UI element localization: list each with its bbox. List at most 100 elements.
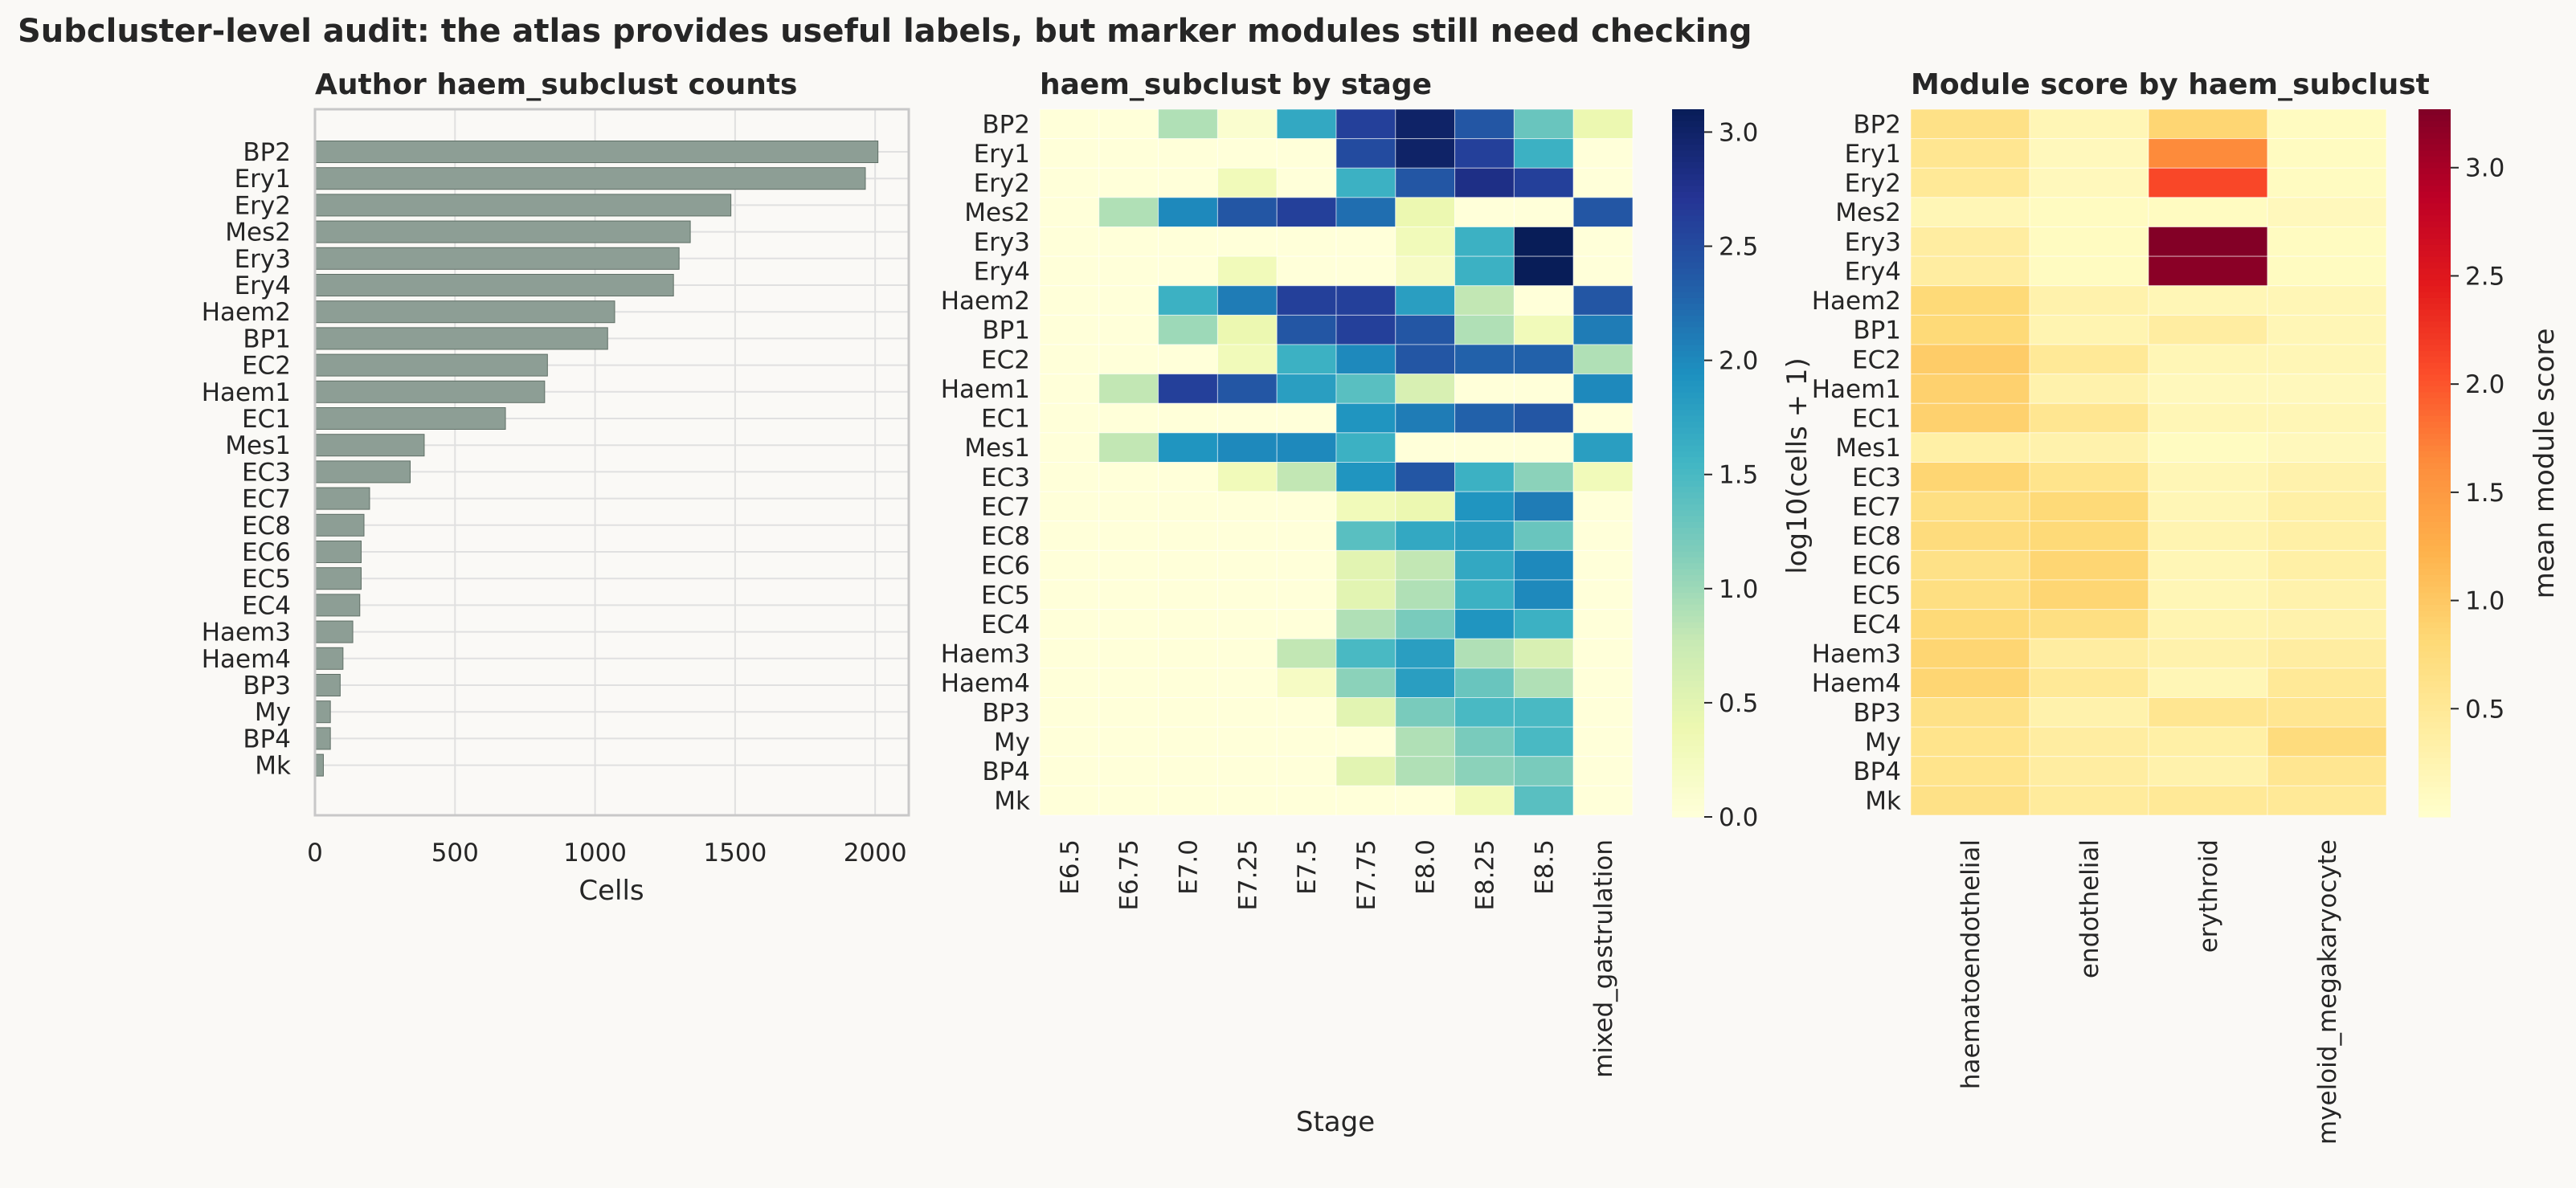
colorbar-segment (2419, 115, 2451, 122)
bar-y-tick-label: BP4 (243, 725, 291, 753)
heatmap-cell (1039, 108, 1100, 140)
heatmap-cell (1276, 579, 1337, 610)
heatmap-cell (1910, 108, 2030, 140)
colorbar-segment (1672, 716, 1704, 724)
heatmap-cell (1039, 521, 1100, 551)
heatmap-cell (1910, 344, 2030, 375)
heatmap-cell (1276, 285, 1337, 316)
heatmap-row-label: Mk (994, 787, 1030, 816)
heatmap-cell (1910, 521, 2030, 551)
heatmap-cell (1216, 756, 1278, 786)
bar (314, 460, 411, 484)
heatmap-cell (2029, 432, 2149, 463)
colorbar-tick-label: 1.5 (1719, 461, 1758, 490)
heatmap-cell (2148, 138, 2268, 169)
heatmap-cell (1335, 697, 1396, 728)
heatmap-cell (1910, 491, 2030, 522)
heatmap-cell (2029, 667, 2149, 698)
heatmap-cell (1039, 726, 1100, 757)
heatmap-column-label: E7.25 (1233, 839, 1262, 911)
stage-colorbar-label: log10(cells + 1) (1781, 357, 1813, 574)
heatmap-cell (1513, 521, 1574, 551)
heatmap-cell (1395, 402, 1456, 434)
heatmap-column-label: mixed_gastrulation (1589, 839, 1618, 1078)
colorbar-segment (1672, 622, 1704, 629)
heatmap-column-label: E7.0 (1175, 839, 1204, 895)
bar-x-tick-label: 1000 (563, 839, 627, 868)
heatmap-cell (1216, 549, 1278, 581)
heatmap-cell (1216, 374, 1278, 404)
heatmap-cell (2029, 462, 2149, 492)
heatmap-cell (1513, 285, 1574, 316)
colorbar-segment (2419, 280, 2451, 287)
heatmap-cell (1572, 314, 1634, 345)
colorbar-segment (2419, 156, 2451, 163)
colorbar-segment (1672, 604, 1704, 611)
heatmap-cell (1395, 579, 1456, 610)
colorbar-segment (2419, 569, 2451, 576)
heatmap-cell (1572, 726, 1634, 757)
heatmap-cell (1572, 402, 1634, 434)
heatmap-cell (1216, 667, 1278, 698)
bar-y-tick-label: BP1 (243, 325, 291, 353)
colorbar-segment (2419, 168, 2451, 175)
heatmap-cell (1039, 549, 1100, 581)
colorbar-segment (2419, 498, 2451, 505)
colorbar-segment (1672, 763, 1704, 770)
colorbar-segment (2419, 274, 2451, 281)
colorbar-segment (2419, 740, 2451, 747)
heatmap-cell (1335, 227, 1396, 257)
bar-x-tick-label: 0 (307, 839, 323, 868)
heatmap-column-label: erythroid (2194, 839, 2223, 953)
colorbar-segment (1672, 651, 1704, 659)
bar (314, 380, 546, 403)
colorbar-segment (1672, 138, 1704, 145)
bar (314, 220, 691, 243)
colorbar-segment (2419, 380, 2451, 387)
heatmap-cell (2267, 402, 2387, 434)
module-colorbar-ticks: 0.5 1.0 1.5 2.0 2.5 3.0 (2451, 154, 2504, 724)
heatmap-row-label: My (1865, 728, 1901, 757)
colorbar-segment (1672, 805, 1704, 812)
colorbar-segment (1672, 675, 1704, 682)
heatmap-cell (1454, 549, 1515, 581)
colorbar-segment (2419, 810, 2451, 818)
colorbar-segment (2419, 545, 2451, 553)
heatmap-cell (1910, 549, 2030, 581)
heatmap-cell (1395, 609, 1456, 639)
heatmap-cell (1572, 697, 1634, 728)
colorbar-segment (1672, 215, 1704, 222)
heatmap-cell (1039, 167, 1100, 198)
heatmap-cell (1039, 255, 1100, 287)
stage-colorbar (1672, 109, 1704, 818)
colorbar-segment (2419, 475, 2451, 482)
heatmap-cell (2029, 491, 2149, 522)
heatmap-row-label: Haem4 (941, 669, 1030, 698)
heatmap-cell (1039, 785, 1100, 816)
heatmap-cell (1039, 579, 1100, 610)
colorbar-segment (1672, 781, 1704, 788)
heatmap-cell (1513, 756, 1574, 786)
heatmap-cell (1158, 667, 1218, 698)
heatmap-cell (1098, 374, 1159, 404)
bar-y-tick-label: BP3 (243, 672, 291, 700)
colorbar-segment (1672, 120, 1704, 128)
heatmap-cell (1098, 726, 1159, 757)
colorbar-segment (2419, 687, 2451, 694)
colorbar-segment (1672, 410, 1704, 417)
heatmap-cell (1910, 667, 2030, 698)
heatmap-row-label: Ery1 (1845, 140, 1901, 169)
heatmap-cell (1395, 491, 1456, 522)
heatmap-cell (1098, 402, 1159, 434)
colorbar-segment (2419, 251, 2451, 258)
colorbar-segment (2419, 745, 2451, 753)
heatmap-cell (1454, 462, 1515, 492)
heatmap-cell (1572, 138, 1634, 169)
bar (314, 567, 362, 590)
heatmap-cell (2267, 491, 2387, 522)
colorbar-segment (2419, 227, 2451, 234)
colorbar-tick-label: 0.5 (2465, 695, 2504, 724)
colorbar-segment (1672, 345, 1704, 352)
heatmap-cell (1098, 108, 1159, 140)
heatmap-cell (1039, 432, 1100, 463)
